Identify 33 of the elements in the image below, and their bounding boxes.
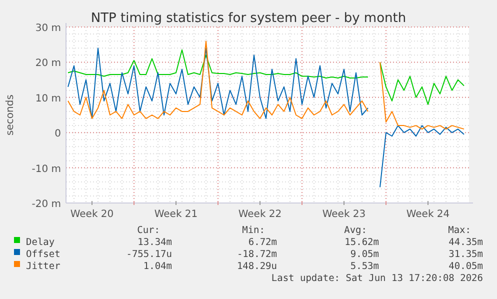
text: -755.17u [126, 249, 172, 260]
text: 44.35m [448, 237, 484, 248]
legend-label: Delay [26, 237, 55, 248]
y-tick-label: -10 m [32, 164, 61, 175]
text: 1.04m [143, 261, 172, 272]
text: 15.62m [344, 237, 380, 248]
text: -18.72m [236, 249, 278, 260]
y-tick-label: 30 m [35, 23, 61, 34]
text: 148.29u [236, 261, 277, 272]
text: Last update: Sat Jun 13 17:20:08 2026 [271, 273, 484, 284]
text: Avg: [344, 225, 367, 236]
text: Cur: [137, 225, 160, 236]
text: Max: [448, 225, 471, 236]
legend-label: Offset [26, 249, 60, 260]
chart-title: NTP timing statistics for system peer - by month [90, 11, 406, 26]
text: Min: [242, 225, 265, 236]
y-tick-label: 10 m [35, 93, 61, 104]
y-axis-title: seconds [5, 94, 16, 136]
text: 13.34m [138, 237, 172, 248]
y-tick-label: 0 [54, 128, 61, 140]
text: 31.35m [448, 249, 484, 260]
x-tick-label: Week 24 [406, 209, 450, 220]
text: 40.05m [448, 261, 484, 272]
text: 5.53m [350, 261, 380, 272]
text: 9.05m [350, 249, 380, 260]
x-tick-label: Week 22 [238, 209, 282, 220]
x-tick-label: Week 20 [70, 209, 114, 220]
text: 6.72m [248, 237, 278, 248]
y-tick-label: 20 m [35, 58, 61, 70]
x-tick-label: Week 21 [154, 209, 198, 220]
y-tick-label: -20 m [32, 199, 61, 210]
legend-label: Jitter [26, 261, 61, 272]
x-tick-label: Week 23 [322, 209, 366, 220]
